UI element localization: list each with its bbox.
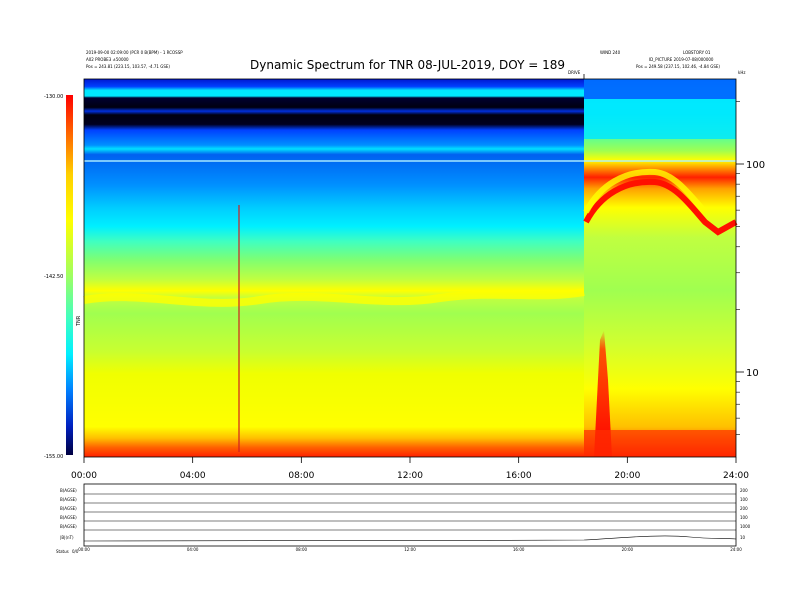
pre-event-yellow-band — [83, 288, 585, 307]
lower-footer-value: 0/0 — [72, 549, 79, 554]
event-marker-label: DRIVE — [568, 70, 581, 75]
lower-row-value: 200 — [740, 506, 748, 511]
x-tick-label-5: 20:00 — [614, 471, 640, 481]
lower-x-tick-label: 00:00 — [78, 547, 90, 552]
event-region — [584, 79, 736, 457]
lower-footer-label: Status — [56, 549, 69, 554]
lower-row-label: B(AGSE) — [60, 515, 77, 520]
lower-row-label: B(AGSE) — [60, 524, 77, 529]
burst-spike — [594, 330, 612, 457]
lower-x-tick-label: 12:00 — [404, 547, 416, 552]
x-axis: 00:00 04:00 08:00 12:00 16:00 20:00 24:00 — [71, 457, 749, 481]
meta-right-position: Pos = 249.58 (237.15, 102.46, -4.84 GSE) — [636, 64, 720, 69]
lower-row-value: 100 — [740, 497, 748, 502]
reference-line-upper — [84, 160, 736, 162]
colorbar-mid-label: -142.50 — [44, 274, 63, 280]
meta-mid-label: WIND 240 — [600, 50, 621, 55]
lower-x-tick-label: 20:00 — [622, 547, 634, 552]
colorbar-top-label: -130.00 — [44, 94, 63, 100]
lower-x-tick-label: 16:00 — [513, 547, 525, 552]
lower-row-value: 200 — [740, 488, 748, 493]
colorbar-gradient — [66, 95, 73, 455]
corner-unit-label: kHz — [738, 70, 746, 75]
y-tick-label-10: 10 — [746, 368, 759, 379]
x-tick-label-6: 24:00 — [723, 471, 749, 481]
lower-row-label: B(AGSE) — [60, 488, 77, 493]
x-tick-label-3: 12:00 — [397, 471, 423, 481]
event-blue-cap — [584, 79, 736, 99]
lower-row-value: 10 — [740, 535, 746, 540]
colorbar-unit-label: TNR — [76, 315, 82, 327]
btotal-trace — [83, 535, 737, 542]
lower-x-tick-label: 08:00 — [296, 547, 308, 552]
lower-x-tick-label: 24:00 — [730, 547, 742, 552]
x-tick-label-4: 16:00 — [506, 471, 532, 481]
lower-x-tick-label: 04:00 — [187, 547, 199, 552]
x-tick-label-2: 08:00 — [288, 471, 314, 481]
lower-row-label: |B|(nT) — [60, 535, 74, 540]
y-axis-right: 100 10 — [736, 101, 765, 435]
event-red-floor — [584, 430, 736, 457]
meta-right-top: LOBSTORY 01 — [683, 50, 711, 55]
colorbar-bottom-label: -155.00 — [44, 454, 63, 460]
lower-row-label: B(AGSE) — [60, 497, 77, 502]
meta-line-1: 2019-09-00 02:09:00 (PCR 0 B(BPM) - 1 RC… — [86, 50, 183, 55]
x-tick-label-1: 04:00 — [180, 471, 206, 481]
event-arc — [583, 178, 738, 236]
meta-line-2: A02 PROBE3 ±50000 — [86, 57, 129, 62]
event-arc-halo — [583, 168, 708, 214]
lower-row-value: 1000 — [740, 524, 751, 529]
lower-row-label: B(AGSE) — [60, 506, 77, 511]
lower-row-value: 100 — [740, 515, 748, 520]
meta-left-position: Pos = 243.81 (223.15, 103.57, -4.71 GSE) — [86, 64, 170, 69]
y-tick-label-100: 100 — [746, 160, 765, 171]
chart-title: Dynamic Spectrum for TNR 08-JUL-2019, DO… — [250, 58, 565, 72]
x-tick-label-0: 00:00 — [71, 471, 97, 481]
lower-panel-frame — [83, 483, 737, 547]
meta-right-mid: ID_PICTURE 2019-07-08/000000 — [649, 57, 714, 62]
